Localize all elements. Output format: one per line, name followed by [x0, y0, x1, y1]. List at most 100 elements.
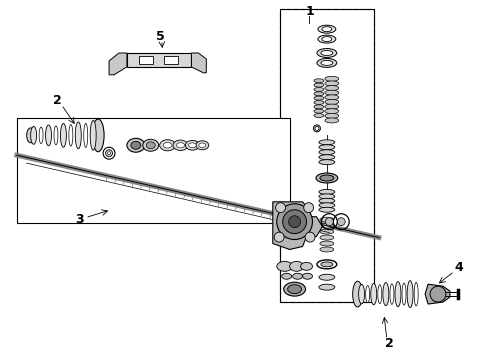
Ellipse shape [314, 105, 324, 109]
Ellipse shape [176, 143, 185, 148]
Circle shape [325, 218, 333, 226]
Ellipse shape [325, 81, 339, 86]
Ellipse shape [325, 104, 339, 109]
Ellipse shape [75, 122, 81, 149]
Ellipse shape [293, 273, 302, 279]
Ellipse shape [314, 113, 324, 117]
Circle shape [277, 204, 313, 239]
Ellipse shape [320, 229, 334, 234]
Ellipse shape [325, 90, 339, 95]
Ellipse shape [319, 140, 335, 145]
Polygon shape [109, 53, 127, 75]
Ellipse shape [325, 95, 339, 100]
Ellipse shape [314, 79, 324, 83]
Ellipse shape [325, 99, 339, 104]
Bar [139, 56, 153, 64]
Ellipse shape [163, 143, 172, 148]
Ellipse shape [316, 173, 338, 183]
Ellipse shape [378, 285, 382, 303]
Bar [17, 118, 290, 223]
Polygon shape [425, 284, 450, 304]
Ellipse shape [54, 126, 58, 145]
Circle shape [337, 218, 345, 226]
Ellipse shape [319, 159, 335, 165]
Circle shape [274, 232, 284, 242]
Ellipse shape [319, 198, 335, 203]
Ellipse shape [84, 123, 88, 147]
Ellipse shape [288, 285, 301, 294]
Ellipse shape [319, 145, 335, 150]
Ellipse shape [300, 262, 313, 270]
Ellipse shape [371, 283, 377, 305]
Ellipse shape [322, 37, 332, 41]
Ellipse shape [319, 284, 335, 290]
Ellipse shape [322, 27, 332, 32]
Ellipse shape [105, 150, 113, 157]
Ellipse shape [46, 125, 51, 146]
Text: 5: 5 [156, 30, 165, 42]
Ellipse shape [319, 150, 335, 155]
Ellipse shape [26, 128, 35, 143]
Bar [164, 56, 177, 64]
Ellipse shape [92, 119, 104, 152]
Ellipse shape [196, 141, 209, 150]
Bar [280, 9, 374, 302]
Ellipse shape [317, 49, 337, 58]
Ellipse shape [325, 86, 339, 90]
Ellipse shape [143, 139, 159, 151]
Ellipse shape [320, 235, 334, 240]
Ellipse shape [173, 140, 188, 150]
Bar [280, 9, 374, 302]
Ellipse shape [366, 285, 369, 303]
Ellipse shape [290, 261, 303, 271]
Ellipse shape [359, 284, 365, 304]
Circle shape [305, 232, 315, 242]
Circle shape [283, 210, 307, 234]
Text: 3: 3 [75, 213, 84, 226]
Ellipse shape [277, 261, 293, 271]
Ellipse shape [318, 35, 336, 43]
Polygon shape [192, 53, 206, 73]
Ellipse shape [414, 282, 418, 306]
Ellipse shape [319, 155, 335, 159]
Ellipse shape [320, 223, 334, 228]
Ellipse shape [314, 96, 324, 100]
Ellipse shape [319, 274, 335, 280]
Ellipse shape [314, 83, 324, 87]
Ellipse shape [302, 273, 313, 279]
Ellipse shape [321, 262, 333, 267]
Circle shape [430, 286, 446, 302]
Text: 1: 1 [305, 5, 314, 18]
Ellipse shape [108, 152, 111, 155]
Text: 2: 2 [53, 94, 62, 107]
Ellipse shape [189, 143, 196, 148]
Circle shape [275, 203, 286, 213]
Ellipse shape [320, 217, 334, 222]
Text: 2: 2 [385, 337, 393, 350]
Ellipse shape [319, 203, 335, 208]
Ellipse shape [127, 138, 145, 152]
Ellipse shape [69, 125, 73, 146]
Ellipse shape [314, 100, 324, 104]
Ellipse shape [314, 109, 324, 113]
Circle shape [304, 203, 314, 213]
Polygon shape [273, 202, 322, 249]
Ellipse shape [402, 283, 406, 305]
Ellipse shape [390, 284, 394, 304]
Ellipse shape [315, 126, 319, 130]
Ellipse shape [407, 281, 413, 307]
Bar [280, 9, 374, 302]
Ellipse shape [199, 143, 206, 148]
Ellipse shape [325, 109, 339, 114]
Text: 4: 4 [454, 261, 463, 274]
Ellipse shape [325, 76, 339, 81]
Ellipse shape [319, 207, 335, 212]
Ellipse shape [320, 247, 334, 252]
Ellipse shape [325, 118, 339, 123]
Ellipse shape [314, 125, 320, 132]
Ellipse shape [147, 142, 155, 149]
Ellipse shape [325, 113, 339, 118]
Ellipse shape [160, 140, 175, 151]
Ellipse shape [90, 121, 96, 150]
Ellipse shape [383, 283, 389, 306]
